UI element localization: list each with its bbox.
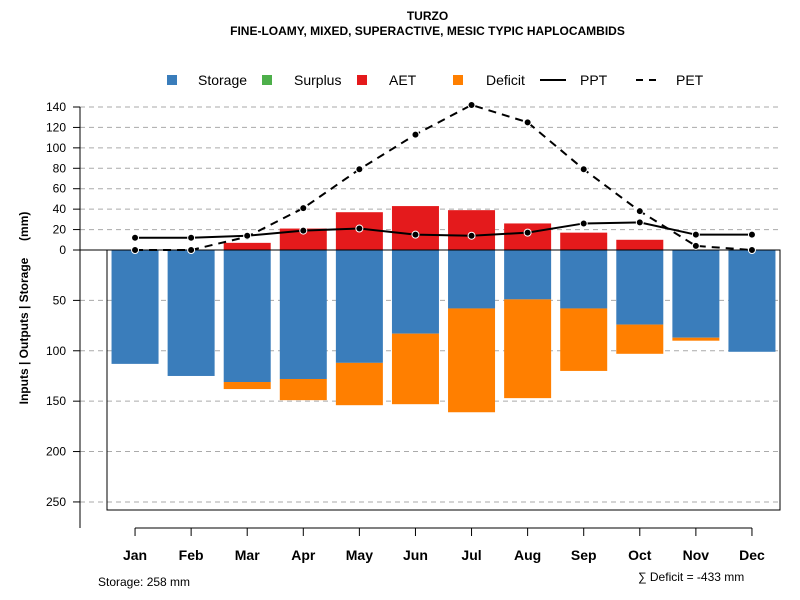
- storage-bar: [616, 250, 664, 325]
- pet-point: [523, 118, 532, 127]
- legend-pet-label: PET: [676, 72, 704, 88]
- ppt-point: [355, 224, 364, 233]
- legend-deficit-swatch: [453, 75, 463, 85]
- y-tick-label: 60: [53, 182, 67, 196]
- x-tick-label: Mar: [235, 547, 260, 563]
- x-tick-label: Apr: [291, 547, 316, 563]
- y-tick-label: 50: [53, 293, 67, 307]
- deficit-bar: [448, 308, 496, 413]
- y-tick-label: 140: [46, 100, 66, 114]
- deficit-bar: [560, 308, 608, 371]
- deficit-bar: [279, 378, 327, 401]
- storage-bar: [560, 250, 608, 309]
- pet-point: [467, 100, 476, 109]
- chart-title: TURZO: [406, 9, 449, 23]
- storage-bar: [504, 250, 552, 300]
- pet-point: [691, 241, 700, 250]
- x-tick-label: Nov: [683, 547, 710, 563]
- pet-point: [355, 165, 364, 174]
- legend-aet-label: AET: [389, 72, 417, 88]
- pet-point: [411, 130, 420, 139]
- aet-bar: [391, 206, 439, 250]
- x-tick-label: May: [346, 547, 373, 563]
- ppt-point: [299, 226, 308, 235]
- chart-subtitle: FINE-LOAMY, MIXED, SUPERACTIVE, MESIC TY…: [230, 24, 625, 38]
- pet-point: [747, 246, 756, 254]
- pet-point: [299, 204, 308, 213]
- ppt-point: [579, 219, 588, 228]
- deficit-bar: [223, 382, 271, 390]
- ppt-point: [691, 230, 700, 239]
- aet-bar: [504, 223, 552, 250]
- y-tick-label: 20: [53, 223, 67, 237]
- y-tick-label: 120: [46, 120, 66, 134]
- legend-ppt-line: [540, 79, 566, 81]
- ppt-point: [187, 233, 196, 242]
- x-tick-label: Oct: [628, 547, 652, 563]
- ppt-point: [635, 218, 644, 227]
- storage-bar: [672, 250, 720, 338]
- ppt-point: [131, 233, 140, 242]
- pet-line: [135, 103, 753, 251]
- x-tick-label: Jun: [403, 547, 428, 563]
- ppt-point: [467, 231, 476, 240]
- deficit-bar: [391, 333, 439, 405]
- storage-bar: [111, 250, 159, 364]
- aet-bar: [448, 210, 496, 250]
- legend-storage-swatch: [167, 75, 177, 85]
- legend-ppt-label: PPT: [580, 72, 608, 88]
- pet-point: [579, 165, 588, 174]
- legend-aet-swatch: [357, 75, 367, 85]
- pet-point: [131, 246, 140, 254]
- storage-bar: [279, 250, 327, 379]
- deficit-sum-note: ∑ Deficit = -433 mm: [638, 570, 745, 584]
- storage-bar: [448, 250, 496, 309]
- legend-pet-line: [636, 79, 662, 81]
- pet-point: [635, 207, 644, 216]
- legend-surplus-label: Surplus: [294, 72, 342, 88]
- ppt-line: [135, 221, 752, 239]
- aet-bar: [560, 232, 608, 250]
- ppt-point: [411, 230, 420, 239]
- legend-deficit-label: Deficit: [486, 72, 525, 88]
- ppt-point: [747, 230, 756, 239]
- aet-bar: [616, 239, 664, 250]
- storage-bar: [335, 250, 383, 363]
- deficit-bar: [616, 324, 664, 354]
- x-tick-label: Dec: [739, 547, 765, 563]
- x-tick-label: Sep: [571, 547, 597, 563]
- storage-bar: [167, 250, 215, 376]
- x-tick-label: Jan: [123, 547, 147, 563]
- ppt-point: [523, 228, 532, 237]
- storage-bar: [391, 250, 439, 334]
- x-tick-label: Feb: [179, 547, 204, 563]
- y-tick-label: 150: [46, 394, 66, 408]
- deficit-bar: [672, 337, 720, 341]
- y-tick-label: 0: [59, 243, 66, 257]
- x-tick-label: Aug: [514, 547, 541, 563]
- y-tick-label: 40: [53, 202, 67, 216]
- storage-note: Storage: 258 mm: [98, 575, 191, 589]
- ppt-point: [243, 231, 252, 240]
- deficit-bar: [335, 362, 383, 406]
- y-tick-label: 80: [53, 161, 67, 175]
- y-tick-label: 200: [46, 445, 66, 459]
- pet-point: [187, 246, 196, 254]
- y-tick-label: 250: [46, 495, 66, 509]
- aet-bar: [279, 228, 327, 250]
- y-tick-label: 100: [46, 344, 66, 358]
- y-tick-label: 100: [46, 141, 66, 155]
- legend-storage-label: Storage: [198, 72, 248, 88]
- storage-bar: [223, 250, 271, 383]
- storage-bar: [728, 250, 776, 352]
- y-axis-label: Inputs | Outputs | Storage (mm): [17, 212, 31, 405]
- legend-surplus-swatch: [262, 75, 272, 85]
- x-tick-label: Jul: [461, 547, 481, 563]
- deficit-bar: [504, 299, 552, 399]
- aet-bar: [223, 242, 271, 250]
